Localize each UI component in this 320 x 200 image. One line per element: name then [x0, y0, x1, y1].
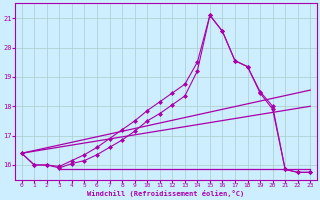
- X-axis label: Windchill (Refroidissement éolien,°C): Windchill (Refroidissement éolien,°C): [87, 190, 244, 197]
